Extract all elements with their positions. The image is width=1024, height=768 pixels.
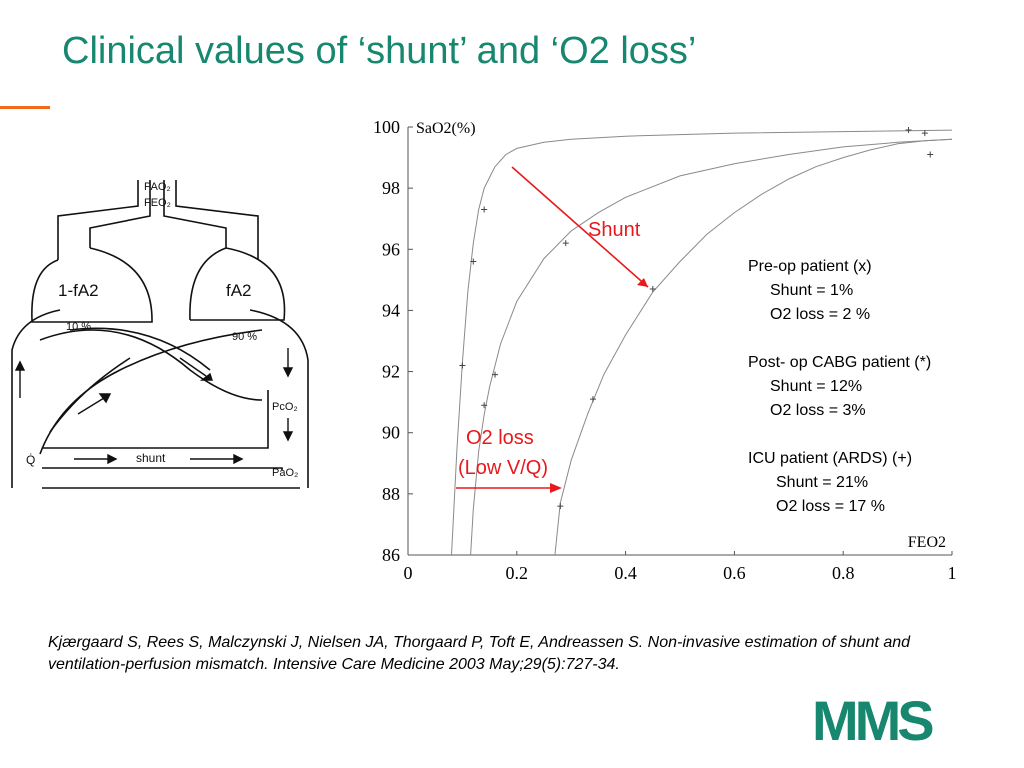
y-tick-label: 90	[382, 423, 400, 443]
x-tick-label: 0.8	[832, 563, 855, 583]
diagram-label-pao2-in: PAO₂	[144, 181, 171, 193]
data-point	[470, 258, 477, 265]
x-tick-label: 0.4	[614, 563, 637, 583]
diagram-label-pct10: 10 %	[66, 321, 91, 333]
series-line-3	[554, 138, 953, 556]
data-point	[921, 130, 928, 137]
diagram-right-compartment	[189, 247, 286, 321]
legend-line: O2 loss = 3%	[770, 402, 866, 419]
y-tick-label: 96	[382, 239, 400, 259]
chart-xlabel: FEO2	[908, 534, 946, 551]
accent-line	[0, 106, 50, 109]
legend-head: ICU patient (ARDS) (+)	[748, 450, 913, 467]
slide-title: Clinical values of ‘shunt’ and ‘O2 loss’	[62, 30, 697, 72]
diagram-left-compartment	[31, 247, 153, 323]
legend-head: Pre-op patient (x)	[748, 258, 872, 275]
diagram-label-left-comp: 1-fA2	[58, 281, 99, 300]
logo-text: MMS	[812, 692, 933, 748]
shunt-label: Shunt	[588, 219, 641, 241]
data-point	[481, 206, 488, 213]
x-tick-label: 1	[948, 563, 957, 583]
diagram-flow-right	[39, 329, 263, 401]
data-point	[589, 396, 596, 403]
chart-curves	[451, 129, 953, 556]
diagram-label-pao2-out: PaO₂	[272, 467, 298, 479]
legend-line: Shunt = 1%	[770, 282, 854, 299]
y-tick-label: 98	[382, 178, 400, 198]
citation: Kjærgaard S, Rees S, Malczynski J, Niels…	[48, 634, 911, 673]
diagram-label-right-comp: fA2	[226, 281, 252, 300]
legend-line: Shunt = 12%	[770, 378, 863, 395]
data-point	[905, 127, 912, 134]
diagram-inlet-outline	[57, 180, 259, 260]
y-tick-label: 92	[382, 362, 400, 382]
series-line-2	[470, 138, 953, 556]
legend-group-preop: Pre-op patient (x) Shunt = 1% O2 loss = …	[748, 255, 931, 327]
mms-logo: MMS	[812, 692, 937, 748]
y-tick-label: 100	[373, 117, 400, 137]
chart-axes: 86 88 90 92 94 96 98 100 0 0.2 0.4 0.6 0.8 1	[373, 117, 957, 583]
chart-ylabel: SaO2(%)	[416, 120, 476, 137]
legend-line: O2 loss = 17 %	[776, 498, 885, 515]
shunt-annotation: Shunt	[511, 166, 649, 288]
data-point	[459, 362, 466, 369]
data-point	[649, 286, 656, 293]
diagram-flow-right-inner	[69, 327, 211, 371]
data-point	[557, 503, 564, 510]
diagram-flow-left-inner	[49, 357, 131, 433]
y-tick-label: 94	[382, 300, 400, 320]
data-point	[492, 371, 499, 378]
diagram-inlet-inner	[89, 180, 227, 248]
y-tick-label: 88	[382, 484, 400, 504]
diagram-shunt-channel	[42, 390, 283, 470]
legend-line: Shunt = 21%	[776, 474, 869, 491]
data-point	[562, 240, 569, 247]
diagram-label-pco2: PcO₂	[272, 401, 298, 413]
series-line-1	[451, 129, 953, 556]
legend-line: O2 loss = 2 %	[770, 306, 871, 323]
x-tick-label: 0.2	[506, 563, 529, 583]
diagram-label-q: Q̇	[26, 453, 35, 467]
shunt-diagram: PAO₂ FEO₂ 1-fA2 fA2 10 % 90 % PcO₂ Q̇ sh…	[11, 180, 309, 489]
legend-group-icu: ICU patient (ARDS) (+) Shunt = 21% O2 lo…	[748, 447, 931, 519]
legend-group-postop: Post- op CABG patient (*) Shunt = 12% O2…	[748, 351, 931, 423]
x-tick-label: 0.6	[723, 563, 746, 583]
o2loss-label-line2: (Low V/Q)	[458, 457, 548, 479]
legend-head: Post- op CABG patient (*)	[748, 354, 932, 371]
o2loss-annotation: O2 loss (Low V/Q)	[456, 427, 562, 493]
diagram-label-pct90: 90 %	[232, 331, 257, 343]
diagram-label-feo2: FEO₂	[144, 197, 171, 209]
y-tick-label: 86	[382, 545, 400, 565]
o2loss-label-line1: O2 loss	[466, 427, 534, 449]
data-point	[481, 402, 488, 409]
patient-legend: Pre-op patient (x) Shunt = 1% O2 loss = …	[748, 255, 931, 543]
data-point	[927, 151, 934, 158]
x-tick-label: 0	[404, 563, 413, 583]
chart-points	[459, 127, 934, 510]
diagram-label-shunt: shunt	[136, 451, 166, 465]
diagram-outer-tube	[11, 309, 309, 488]
